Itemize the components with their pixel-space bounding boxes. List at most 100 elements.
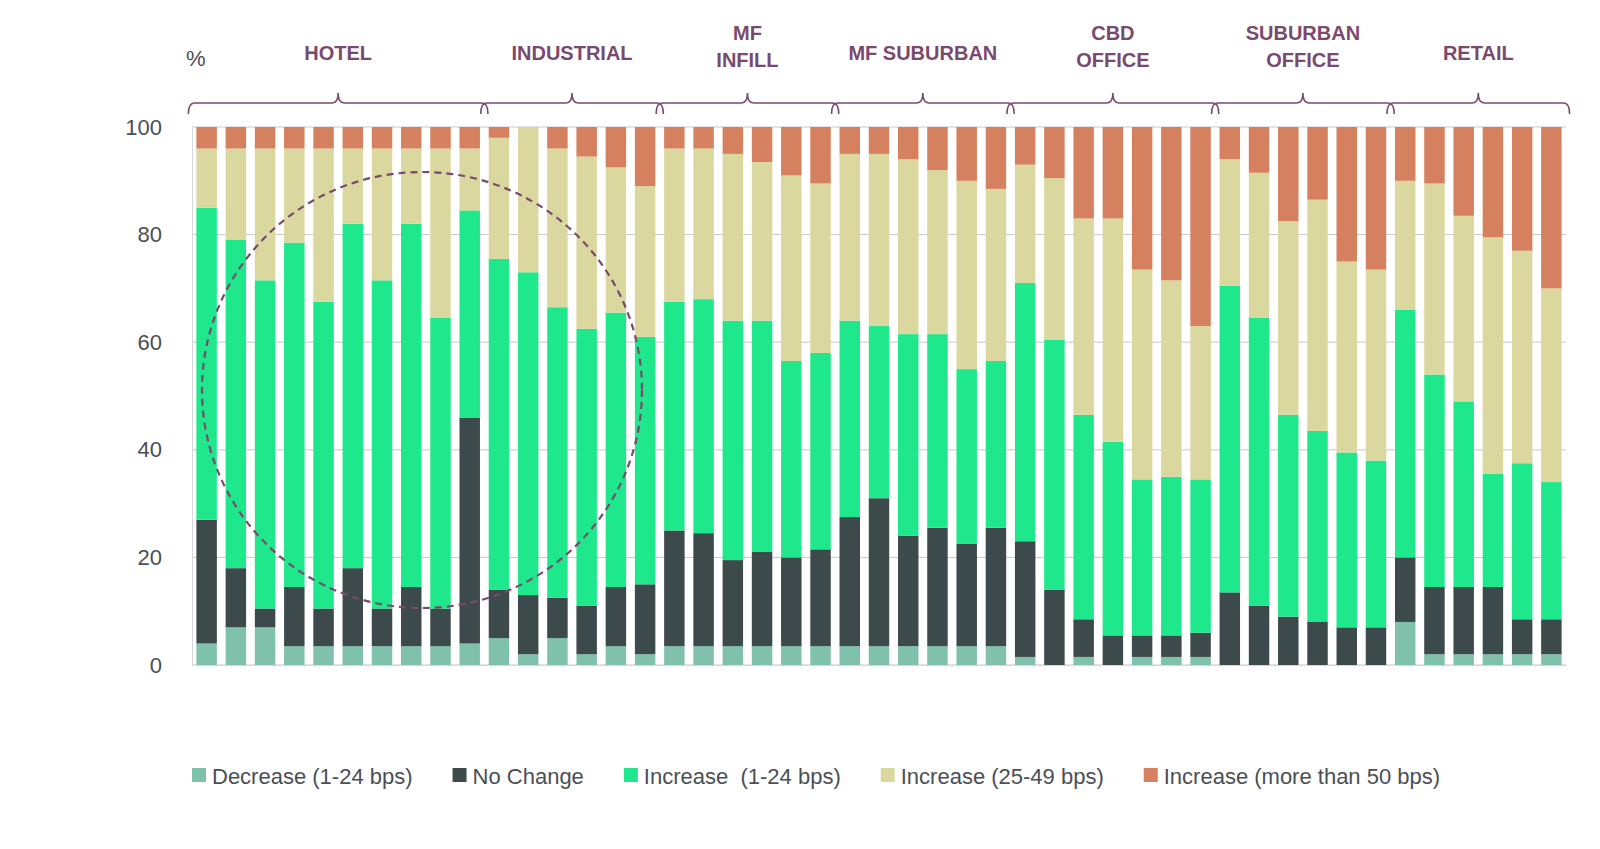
bar-segment	[1278, 617, 1298, 665]
bar-segment	[1366, 627, 1386, 665]
highlight-circle	[202, 172, 642, 608]
bar-segment	[343, 127, 363, 149]
bar-segment	[226, 568, 246, 627]
bar-segment	[284, 149, 304, 243]
bar-segment	[1249, 606, 1269, 665]
bar-segment	[1424, 654, 1444, 665]
bar-segment	[869, 498, 889, 646]
bar-segment	[1015, 541, 1035, 657]
legend: Decrease (1-24 bps)No ChangeIncrease (1-…	[192, 764, 1440, 789]
bar-segment	[226, 240, 246, 568]
bar-segment	[956, 369, 976, 544]
bar-segment	[430, 318, 450, 609]
bar-segment	[840, 646, 860, 665]
tick: 80	[138, 222, 192, 247]
bar-segment	[313, 302, 333, 609]
group-brace	[832, 93, 1015, 114]
bar-segment	[401, 127, 421, 149]
tick: 100	[125, 115, 192, 140]
bar-segment	[840, 127, 860, 154]
bar-segment	[1512, 463, 1532, 619]
legend-item: Increase (more than 50 bps)	[1144, 764, 1440, 789]
bar-segment	[664, 531, 684, 647]
bar-segment	[1015, 127, 1035, 165]
bar-segment	[547, 638, 567, 665]
bar-segment	[489, 127, 509, 138]
bar-segment	[781, 361, 801, 557]
bar-segment	[898, 646, 918, 665]
tick: 40	[138, 437, 192, 462]
bar-segment	[372, 149, 392, 281]
group-label: MF SUBURBAN	[848, 42, 997, 64]
bar-segment	[1424, 374, 1444, 587]
bar-segment	[956, 127, 976, 181]
bar-segment	[1453, 127, 1473, 216]
bar-segment	[489, 259, 509, 590]
bar-segment	[635, 584, 655, 654]
bar-segment	[518, 595, 538, 654]
bar-segment	[752, 162, 772, 321]
axis-line	[193, 665, 1567, 666]
bar-segment	[1249, 318, 1269, 606]
bar-segment	[196, 208, 216, 520]
group-brace	[1007, 93, 1219, 114]
bar-segment	[255, 149, 275, 281]
bar-segment	[1512, 127, 1532, 251]
bar-segment	[284, 587, 304, 646]
bar-segment	[927, 170, 947, 334]
bar-segment	[401, 587, 421, 646]
bar-segment	[1541, 288, 1561, 482]
bar-segment	[1424, 587, 1444, 654]
bar-segment	[1512, 251, 1532, 464]
bar-segment	[1541, 619, 1561, 654]
bar-segment	[372, 609, 392, 647]
bar-segment	[1190, 479, 1210, 632]
bar-segment	[226, 627, 246, 665]
bar-segment	[1103, 127, 1123, 218]
groups: HOTELINDUSTRIALMFINFILLMF SUBURBANCBDOFF…	[188, 22, 1569, 114]
group-brace	[1387, 93, 1570, 114]
legend-swatch	[453, 768, 467, 782]
bar-segment	[313, 646, 333, 665]
bar-segment	[1190, 326, 1210, 479]
tick-label: 80	[138, 222, 162, 247]
bar-segment	[401, 646, 421, 665]
bar-segment	[255, 627, 275, 665]
bar-segment	[372, 127, 392, 149]
bar-segment	[1278, 415, 1298, 617]
series	[196, 127, 1561, 326]
bar-segment	[927, 646, 947, 665]
bar-segment	[459, 127, 479, 149]
bar-segment	[723, 321, 743, 560]
bar-segment	[1132, 479, 1152, 635]
legend-label: Decrease (1-24 bps)	[212, 764, 413, 789]
bar-segment	[1015, 165, 1035, 283]
bar-segment	[927, 127, 947, 170]
bar-segment	[1044, 178, 1064, 339]
bar-segment	[1483, 654, 1503, 665]
bar-segment	[1424, 127, 1444, 183]
bar-segment	[1307, 622, 1327, 665]
bar-segment	[1249, 127, 1269, 173]
bar-segment	[1307, 127, 1327, 200]
bar-segment	[1366, 461, 1386, 628]
bar-segment	[576, 329, 596, 606]
legend-swatch	[192, 768, 206, 782]
group-label: RETAIL	[1443, 42, 1514, 64]
group-brace	[481, 93, 664, 114]
bar-segment	[781, 127, 801, 175]
bar-segment	[810, 646, 830, 665]
bar-segment	[518, 654, 538, 665]
bar-segment	[781, 175, 801, 361]
tick: 20	[138, 545, 192, 570]
bar-segment	[986, 127, 1006, 189]
bar-segment	[284, 127, 304, 149]
bar-segment	[576, 606, 596, 654]
bar-segment	[1220, 127, 1240, 159]
bar-segment	[255, 127, 275, 149]
bar-segment	[547, 307, 567, 598]
bar-segment	[430, 127, 450, 149]
bar-segment	[313, 149, 333, 302]
bar-segment	[810, 183, 830, 352]
axis-title: %	[186, 46, 206, 71]
